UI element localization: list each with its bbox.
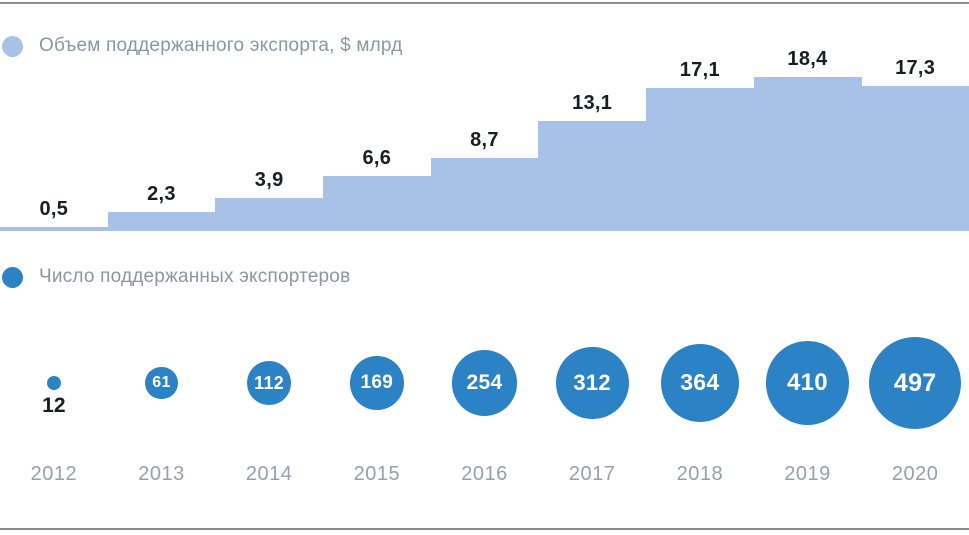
year-tick-2014: 2014 bbox=[245, 463, 293, 485]
step-value-label-2017: 13,1 bbox=[572, 92, 613, 115]
year-tick-2017: 2017 bbox=[568, 463, 616, 485]
exporters-bubble-2019: 410 bbox=[765, 341, 850, 425]
step-bar-2018 bbox=[646, 87, 755, 231]
step-bar-2012 bbox=[0, 226, 109, 231]
year-tick-2015: 2015 bbox=[353, 463, 401, 485]
step-area-chart: 0,5 2,3 3,9 6,6 8,7 13,1 17,1 18,4 17,3 bbox=[0, 0, 969, 231]
year-tick-2016: 2016 bbox=[461, 463, 508, 485]
legend-export-volume: Объем поддержанного экспорта, $ млрд bbox=[2, 35, 403, 57]
export-volume-legend-label: Объем поддержанного экспорта, $ млрд bbox=[39, 35, 403, 56]
year-axis: 2012 2013 2014 2015 2016 2017 2018 2019 2020 bbox=[0, 463, 969, 489]
step-bar-2020 bbox=[861, 86, 969, 231]
exporters-bubble-label-2012: 12 bbox=[42, 394, 66, 418]
exporters-bubble-2018: 364 bbox=[660, 343, 740, 423]
step-bar-2019 bbox=[753, 77, 862, 231]
year-tick-2013: 2013 bbox=[138, 463, 185, 485]
top-divider-line bbox=[0, 2, 969, 4]
step-value-label-2018: 17,1 bbox=[679, 58, 720, 81]
exporters-bubble-2014: 112 bbox=[247, 361, 291, 405]
step-value-label-2016: 8,7 bbox=[470, 129, 499, 152]
step-bar-2017 bbox=[538, 121, 647, 231]
exporters-bubble-2020: 497 bbox=[869, 337, 962, 429]
year-tick-2018: 2018 bbox=[676, 463, 724, 485]
legend-exporters-count: Число поддержанных экспортеров bbox=[2, 266, 350, 288]
step-value-label-2012: 0,5 bbox=[39, 197, 69, 220]
bottom-divider-line bbox=[0, 528, 969, 530]
step-bar-2016 bbox=[430, 158, 539, 231]
step-bar-2015 bbox=[323, 175, 432, 231]
exporters-bubble-2016: 254 bbox=[451, 350, 518, 416]
step-value-label-2019: 18,4 bbox=[787, 48, 828, 70]
step-value-label-2014: 3,9 bbox=[254, 169, 284, 192]
step-value-label-2013: 2,3 bbox=[147, 182, 176, 205]
step-value-label-2020: 17,3 bbox=[895, 57, 936, 80]
step-value-label-2015: 6,6 bbox=[362, 146, 392, 169]
bubble-series: 12 61 112 169 254 312 364 410 497 bbox=[0, 300, 969, 460]
exporters-count-legend-dot-icon bbox=[2, 266, 23, 288]
year-tick-2020: 2020 bbox=[891, 463, 939, 485]
step-bar-2013 bbox=[107, 211, 216, 231]
export-volume-legend-dot-icon bbox=[2, 35, 23, 57]
exporters-count-legend-label: Число поддержанных экспортеров bbox=[39, 266, 351, 287]
year-tick-2019: 2019 bbox=[784, 463, 831, 485]
year-tick-2012: 2012 bbox=[30, 463, 78, 485]
step-bar-2014 bbox=[215, 198, 324, 231]
exporters-bubble-2015: 169 bbox=[350, 356, 404, 410]
exporters-bubble-2012 bbox=[46, 375, 61, 391]
exporters-bubble-2013: 61 bbox=[145, 366, 178, 400]
exporters-bubble-2017: 312 bbox=[555, 346, 629, 420]
